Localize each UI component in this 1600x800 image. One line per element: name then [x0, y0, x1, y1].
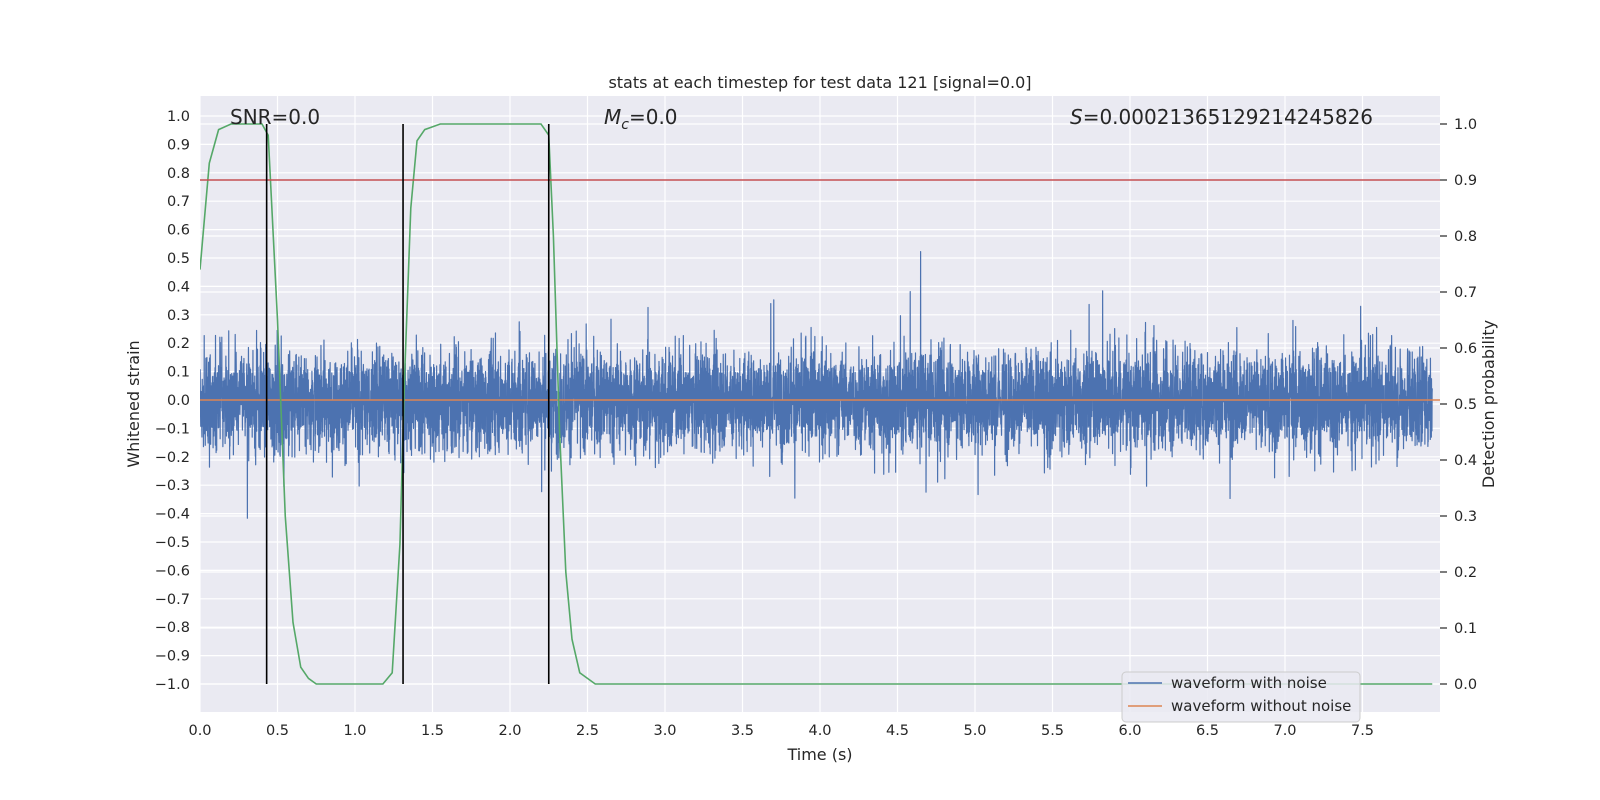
right-tick-label: 0.4 — [1454, 453, 1477, 469]
right-tick-label: 0.2 — [1454, 565, 1477, 581]
right-tick-label: 0.9 — [1454, 173, 1477, 189]
s-symbol: S — [1070, 105, 1083, 129]
right-tick-label: 0.8 — [1454, 229, 1477, 245]
vlines-layer — [265, 124, 550, 684]
x-tick-label: 5.5 — [1041, 723, 1064, 739]
x-tick-label: 1.5 — [421, 723, 444, 739]
right-tick-label: 1.0 — [1454, 117, 1477, 133]
left-tick-label: 0.9 — [167, 137, 190, 153]
x-tick-label: 7.0 — [1273, 723, 1296, 739]
right-tick-label: 0.0 — [1454, 677, 1477, 693]
left-tick-label: 0.3 — [167, 308, 190, 324]
s-value: =0.00021365129214245826 — [1083, 105, 1373, 129]
right-y-ticks: 0.0 0.1 0.2 0.3 0.4 0.5 0.6 0.7 0.8 0.9 1.0 — [1440, 117, 1477, 693]
series-layer — [200, 123, 1440, 685]
left-y-ticks: −1.0 −0.9 −0.8 −0.7 −0.6 −0.5 −0.4 −0.3 −0.2 −0.1… — [155, 109, 190, 693]
left-tick-label: 0.5 — [167, 251, 190, 267]
mc-annotation: Mc=0.0 — [604, 105, 678, 133]
left-tick-label: −0.7 — [155, 592, 190, 608]
x-tick-label: 2.0 — [498, 723, 521, 739]
snr-annotation: SNR=0.0 — [230, 105, 320, 129]
series-detection-probability — [200, 123, 1433, 685]
x-tick-label: 2.5 — [576, 723, 599, 739]
left-tick-label: 0.2 — [167, 336, 190, 352]
x-ticks: 0.0 0.5 1.0 1.5 2.0 2.5 3.0 3.5 4.0 4.5 5.0 5.5 6.0 6… — [188, 723, 1374, 739]
x-tick-label: 5.0 — [963, 723, 986, 739]
left-tick-label: 0.4 — [167, 279, 190, 295]
legend-label-noise: waveform with noise — [1171, 674, 1327, 692]
x-tick-label: 4.5 — [886, 723, 909, 739]
y-axis-label: Whitened strain — [124, 340, 143, 467]
x-tick-label: 3.0 — [653, 723, 676, 739]
x-tick-label: 6.0 — [1118, 723, 1141, 739]
right-tick-label: 0.6 — [1454, 341, 1477, 357]
legend-box — [1121, 671, 1361, 723]
x-tick-label: 3.5 — [731, 723, 754, 739]
right-tick-label: 0.1 — [1454, 621, 1477, 637]
left-tick-label: −0.1 — [155, 421, 190, 437]
left-tick-label: −0.6 — [155, 563, 190, 579]
legend: waveform with noise waveform without noi… — [1121, 671, 1361, 723]
left-tick-label: −0.8 — [155, 620, 190, 636]
left-tick-label: −0.3 — [155, 478, 190, 494]
left-tick-label: 0.6 — [167, 223, 190, 239]
left-tick-label: −1.0 — [155, 677, 190, 693]
x-tick-label: 0.0 — [188, 723, 211, 739]
left-tick-label: −0.5 — [155, 535, 190, 551]
mc-subscript: c — [621, 117, 629, 133]
right-tick-label: 0.7 — [1454, 285, 1477, 301]
left-tick-label: 1.0 — [167, 109, 190, 125]
x-tick-label: 7.5 — [1351, 723, 1374, 739]
left-tick-label: 0.0 — [167, 393, 190, 409]
s-annotation: S=0.00021365129214245826 — [1070, 105, 1373, 129]
left-tick-label: −0.4 — [155, 507, 190, 523]
x-tick-label: 1.0 — [343, 723, 366, 739]
left-tick-label: 0.7 — [167, 194, 190, 210]
mc-value: =0.0 — [629, 105, 678, 129]
chart-title: stats at each timestep for test data 121… — [608, 73, 1031, 92]
left-tick-label: 0.1 — [167, 365, 190, 381]
left-tick-label: −0.9 — [155, 649, 190, 665]
x-tick-label: 4.0 — [808, 723, 831, 739]
y2-axis-label: Detection probability — [1479, 320, 1498, 488]
left-tick-label: 0.8 — [167, 166, 190, 182]
x-tick-label: 6.5 — [1196, 723, 1219, 739]
x-axis-label: Time (s) — [786, 745, 852, 764]
left-tick-label: −0.2 — [155, 450, 190, 466]
x-tick-label: 0.5 — [266, 723, 289, 739]
legend-label-clean: waveform without noise — [1171, 697, 1351, 715]
right-tick-label: 0.5 — [1454, 397, 1477, 413]
mc-symbol: M — [604, 105, 621, 129]
right-tick-label: 0.3 — [1454, 509, 1477, 525]
